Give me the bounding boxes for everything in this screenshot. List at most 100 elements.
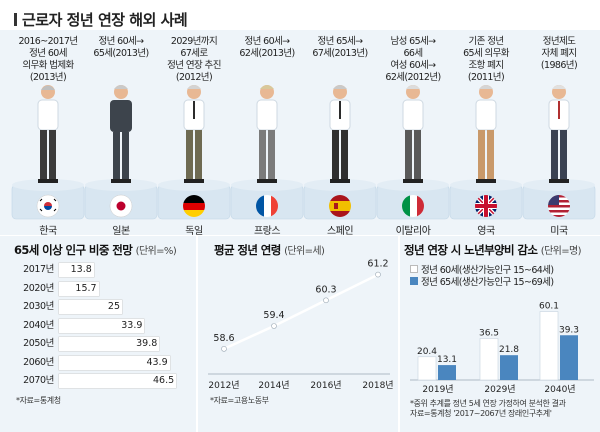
group-x-tick-label: 2019년 [422,384,453,395]
chart3-note: *중위 추계를 정년 5세 연장 가정하여 분석한 결과 [410,399,566,408]
caption-line: 62세(2012년) [385,72,441,83]
legend-swatch-65 [410,277,418,285]
hbar-row: 2040년 33.9 [14,318,194,333]
hbar-category-label: 2020년 [23,282,54,294]
person-uk [475,85,497,183]
hbar-row: 2050년 39.8 [14,337,194,351]
caption-line: 2016~2017년 [18,36,78,47]
spain-flag-icon [329,195,351,217]
caption-line: 정년 연장 추진 [167,60,221,71]
caption-line: 자체 폐지 [541,48,578,59]
legend-label-65: 정년 65세(생산가능인구 15~69세) [421,277,554,288]
grouped-bar-chart: 20.413.1 2019년 36.521.8 2029년 60.1 39.3 2040년 [410,302,594,395]
hbar-row: 2030년 25 [14,300,194,314]
line-x-tick-label: 2012년 [208,380,239,391]
hbar-value-label: 15.7 [75,282,97,294]
legend-item-65: 정년 65세(생산가능인구 15~69세) [410,274,554,288]
chart2-title-text: 평균 정년 연령 [214,243,281,257]
line-value-label: 61.2 [367,259,388,270]
group-value-label: 20.4 [417,347,437,357]
caption-line: (2011년) [467,72,505,83]
japan-flag-icon [109,194,133,218]
page-title: 근로자 정년 연장 해외 사례 [14,9,188,30]
caption-line: 정년 60세→ [98,36,144,47]
country-name: 스페인 [326,226,354,237]
caption-line: 67세(2013년) [312,48,368,59]
country-caption: 정년 60세→ 65세(2013년) [84,36,158,60]
chart1-title-text: 65세 이상 인구 비중 전망 [14,243,133,257]
hbar-value-label: 25 [107,301,120,312]
line-point [271,323,277,329]
hbar-value-label: 43.9 [146,356,168,368]
caption-line: 정년 65세→ [317,36,363,47]
caption-line: 66세 [403,48,423,59]
caption-line: 정년 60세 [29,48,67,59]
group-value-label: 60.1 [539,302,559,312]
chart2-source: *자료=고용노동부 [210,396,269,405]
group-value-label: 36.5 [479,328,499,338]
hbar-category-label: 2017년 [23,264,54,275]
line-series [223,273,379,350]
uk-flag-icon [475,195,497,217]
chart3-title: 정년 연장 시 노년부양비 감소 (단위=명) [404,242,582,258]
country-caption: 2016~2017년 정년 60세 의무화 법제화 (2013년) [11,36,85,84]
chart3-unit: (단위=명) [540,246,582,257]
person-france [256,85,278,183]
people-illustration [11,85,596,220]
country-name: 이탈리아 [395,226,431,237]
caption-line: (1986년) [540,60,578,71]
legend-label-60: 정년 60세(생산가능인구 15~64세) [421,265,554,276]
korea-flag-icon [36,194,60,218]
line-x-tick-label: 2018년 [362,380,393,391]
hbar-row: 2020년 15.7 [14,281,194,296]
caption-line: 의무화 법제화 [22,60,74,71]
country-caption: 남성 65세→ 66세 여성 60세→ 62세(2012년) [376,36,450,84]
hbar-bar [59,374,177,388]
chart2-unit: (단위=세) [284,246,325,257]
caption-line: 67세로 [180,48,208,59]
group-value-label: 13.1 [437,355,457,365]
group-x-tick-label: 2029년 [484,384,515,395]
line-chart: 58.6 2012년 59.4 2014년 60.3 2016년 61.2 2018년 [208,259,394,391]
france-flag-icon [256,195,278,217]
hbar-bar [59,263,94,277]
chart-dependency-panel [400,236,600,432]
person-korea [37,85,59,183]
hbar-bar [59,300,122,314]
chart2-title: 평균 정년 연령 (단위=세) [214,242,325,258]
hbar-value-label: 13.8 [70,264,92,275]
caption-line: 남성 65세→ [390,36,436,47]
line-point [375,271,381,278]
hbar-value-label: 39.8 [136,338,158,349]
line-point [221,346,227,352]
chart-aged-population-panel [0,236,196,432]
person-japan [110,85,132,183]
hbar-value-label: 33.9 [121,319,143,331]
country-caption: 정년제도 자체 폐지 (1986년) [522,36,596,72]
hbar-category-label: 2030년 [23,301,54,312]
country-name: 미국 [550,226,568,237]
caption-line: 조항 폐지 [468,60,505,71]
caption-line: (2013년) [29,72,67,83]
line-point [323,297,329,304]
caption-line: 65세(2013년) [93,48,149,59]
caption-line: 기존 정년 [468,36,505,47]
hbar-bar [59,281,99,296]
group-bar [479,338,499,381]
hbar-row: 2070년 46.5 [14,374,194,388]
line-x-tick-label: 2014년 [258,380,289,391]
country-caption: 2029년까지 67세로 정년 연장 추진 (2012년) [157,36,231,84]
chart1-title: 65세 이상 인구 비중 전망 (단위=%) [14,242,177,258]
person-germany [183,85,205,183]
country-caption: 기존 정년 65세 의무화 조항 폐지 (2011년) [449,36,523,84]
caption-line: 정년제도 [542,36,576,47]
group-value-label: 39.3 [559,325,579,335]
chart-retirement-age-panel [198,236,398,432]
usa-flag-icon [548,195,570,217]
group-bar [417,356,437,381]
country-name: 프랑스 [253,226,281,237]
person-spain [329,85,351,183]
group-bar [500,355,518,380]
caption-line: (2012년) [175,72,213,83]
chart3-source: 자료=통계청 '2017~2067년 장래인구추계' [410,409,552,418]
